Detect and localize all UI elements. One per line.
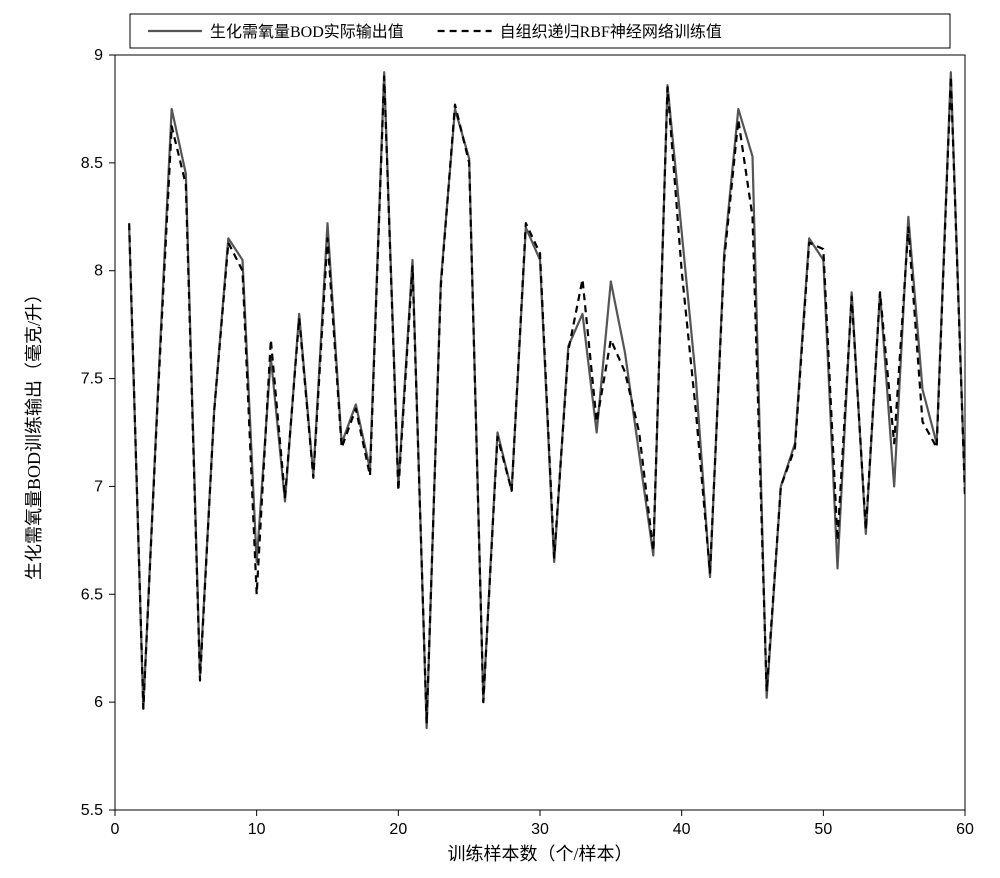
x-tick-label: 40: [673, 821, 691, 838]
y-tick-label: 9: [94, 47, 103, 64]
series-predicted: [129, 77, 965, 724]
y-tick-label: 6.5: [81, 586, 103, 603]
plot-area: [115, 55, 965, 810]
legend-label: 生化需氧量BOD实际输出值: [210, 23, 404, 41]
x-axis-label: 训练样本数（个/样本）: [448, 844, 633, 864]
y-tick-label: 6: [94, 694, 103, 711]
x-tick-label: 20: [389, 821, 407, 838]
y-tick-label: 8: [94, 263, 103, 280]
x-tick-label: 30: [531, 821, 549, 838]
line-chart: 0 10 20 30 40 50 60 5.5 6 6.5 7 7.5 8 8.5 9 训练样本数（个/样本）…: [0, 0, 1000, 878]
chart-container: 0 10 20 30 40 50 60 5.5 6 6.5 7 7.5 8 8.5 9 训练样本数（个/样本）…: [0, 0, 1000, 878]
x-tick-label: 0: [111, 821, 120, 838]
x-tick-label: 10: [248, 821, 266, 838]
y-tick-label: 5.5: [81, 802, 103, 819]
x-tick-label: 50: [814, 821, 832, 838]
y-tick-label: 7: [94, 478, 103, 495]
y-tick-label: 7.5: [81, 371, 103, 388]
legend-label: 自组织递归RBF神经网络训练值: [500, 22, 722, 41]
y-axis-label: 生化需氧量BOD训练输出（毫克/升）: [24, 285, 44, 580]
y-tick-label: 8.5: [81, 155, 103, 172]
x-tick-label: 60: [956, 821, 974, 838]
